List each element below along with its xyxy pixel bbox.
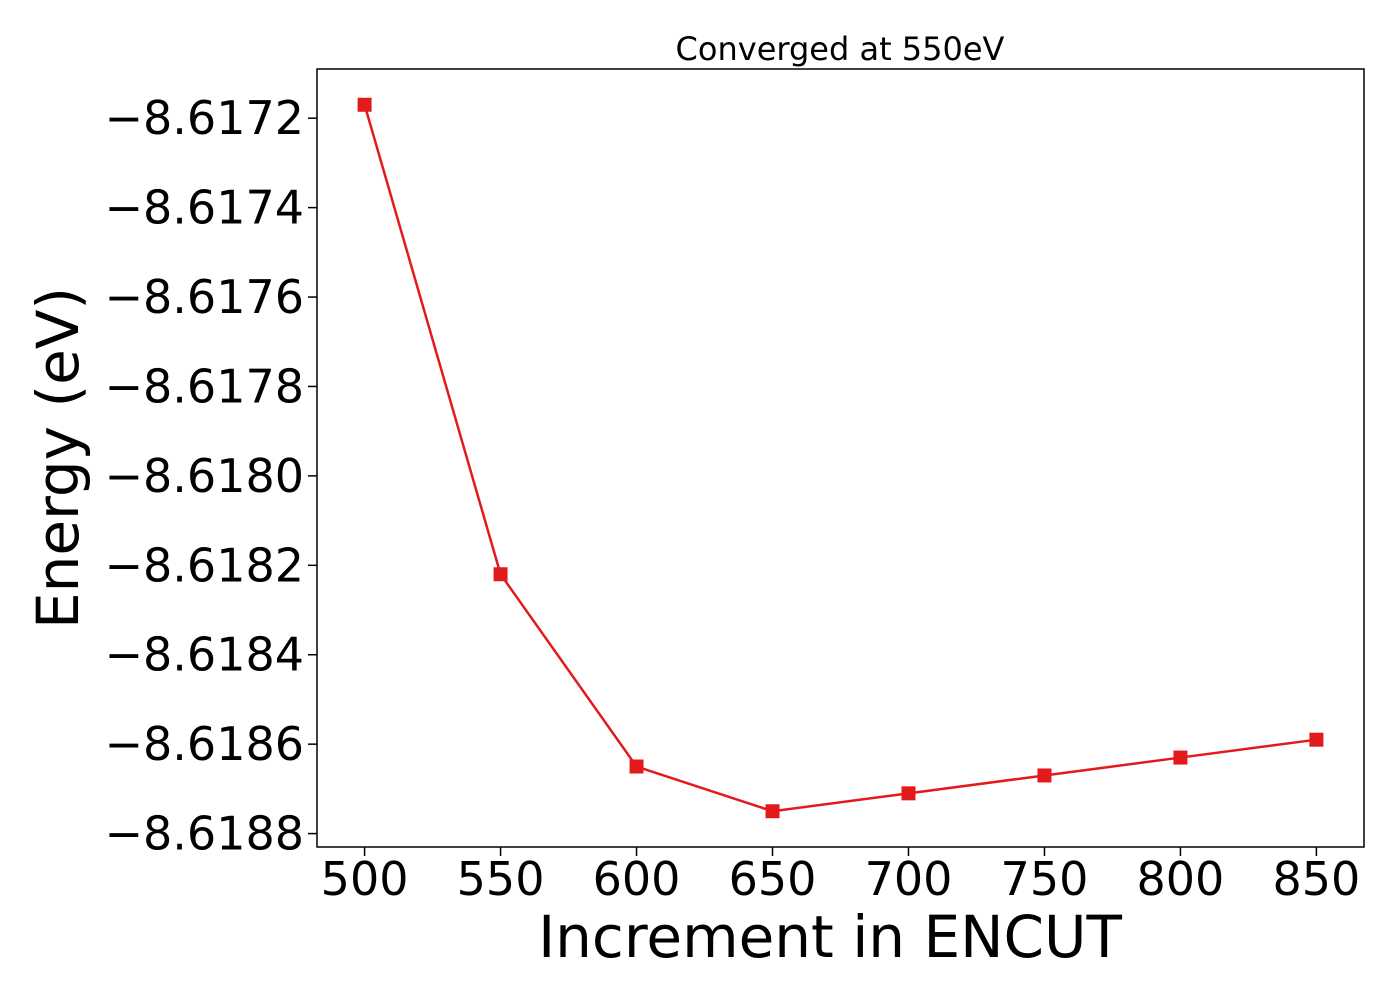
y-tick-label: −8.6184 — [105, 628, 305, 682]
series-line — [363, 104, 1317, 813]
x-tick-label: 800 — [1137, 852, 1225, 906]
x-tick-label: 850 — [1273, 852, 1361, 906]
x-tick-label: 500 — [321, 852, 409, 906]
x-axis-label: Increment in ENCUT — [538, 903, 1122, 971]
y-tick-label: −8.6176 — [105, 270, 305, 324]
data-point — [901, 786, 916, 801]
data-point — [1037, 768, 1052, 783]
x-tick-label: 650 — [729, 852, 817, 906]
y-tick-label: −8.6188 — [105, 807, 305, 861]
y-tick-label: −8.6180 — [105, 449, 305, 503]
data-point — [765, 804, 780, 819]
y-tick-label: −8.6182 — [105, 538, 305, 592]
plot-area: −8.6172 −8.6174 −8.6176 −8.6178 −8.6180 −8.61… — [105, 68, 1365, 906]
y-axis-label: Energy (eV) — [24, 287, 92, 629]
x-tick-label: 750 — [1001, 852, 1089, 906]
y-tick-label: −8.6186 — [105, 717, 305, 771]
x-tick-label: 600 — [593, 852, 681, 906]
data-point — [1173, 750, 1188, 765]
x-tick-label: 550 — [457, 852, 545, 906]
axes-frame — [316, 68, 1365, 848]
data-point — [1309, 732, 1324, 747]
y-tick-label: −8.6178 — [105, 359, 305, 413]
chart-title: Converged at 550eV — [676, 30, 1005, 68]
data-point — [357, 97, 372, 112]
data-point — [493, 567, 508, 582]
x-tick-label: 700 — [865, 852, 953, 906]
data-point — [629, 759, 644, 774]
y-tick-label: −8.6172 — [105, 91, 305, 145]
y-tick-label: −8.6174 — [105, 181, 305, 235]
